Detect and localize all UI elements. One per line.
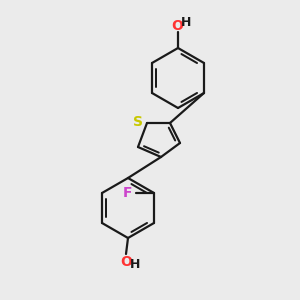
Text: F: F: [123, 186, 133, 200]
Text: H: H: [130, 259, 140, 272]
Text: O: O: [171, 19, 183, 33]
Text: S: S: [133, 115, 143, 129]
Text: O: O: [120, 255, 132, 269]
Text: H: H: [181, 16, 191, 29]
